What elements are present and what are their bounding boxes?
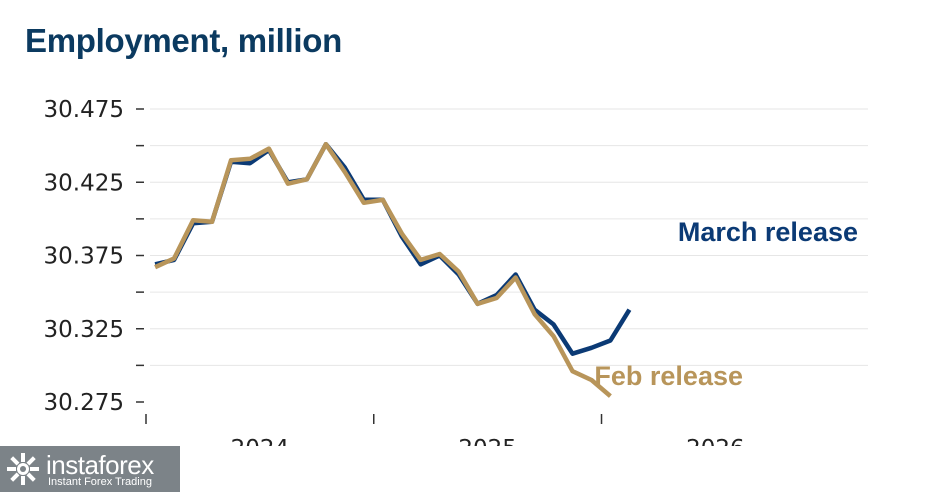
x-tick-label: 2024 xyxy=(231,436,290,446)
watermark-tagline: Instant Forex Trading xyxy=(48,476,152,488)
march-release-label: March release xyxy=(678,217,858,247)
y-axis: 30.475 30.425 30.375 30.325 30.275 xyxy=(44,97,144,416)
gridlines xyxy=(150,108,868,366)
y-tick-label: 30.325 xyxy=(44,317,124,343)
feb-release-label: Feb release xyxy=(594,361,743,391)
instaforex-watermark: instaforex Instant Forex Trading xyxy=(0,446,180,492)
series-lines xyxy=(154,141,632,398)
x-tick-label: 2026 xyxy=(686,436,745,446)
feb-release-line xyxy=(154,141,612,398)
watermark-brand: instaforex xyxy=(46,450,154,480)
y-tick-label: 30.275 xyxy=(44,390,124,416)
y-tick-label: 30.425 xyxy=(44,170,124,196)
x-axis: 2024 2025 2026 xyxy=(145,414,745,446)
y-tick-label: 30.475 xyxy=(44,97,124,123)
chart-title: Employment, million xyxy=(25,22,343,59)
instaforex-logo-icon xyxy=(7,453,39,485)
x-tick-label: 2025 xyxy=(458,436,517,446)
y-tick-label: 30.375 xyxy=(44,244,124,270)
